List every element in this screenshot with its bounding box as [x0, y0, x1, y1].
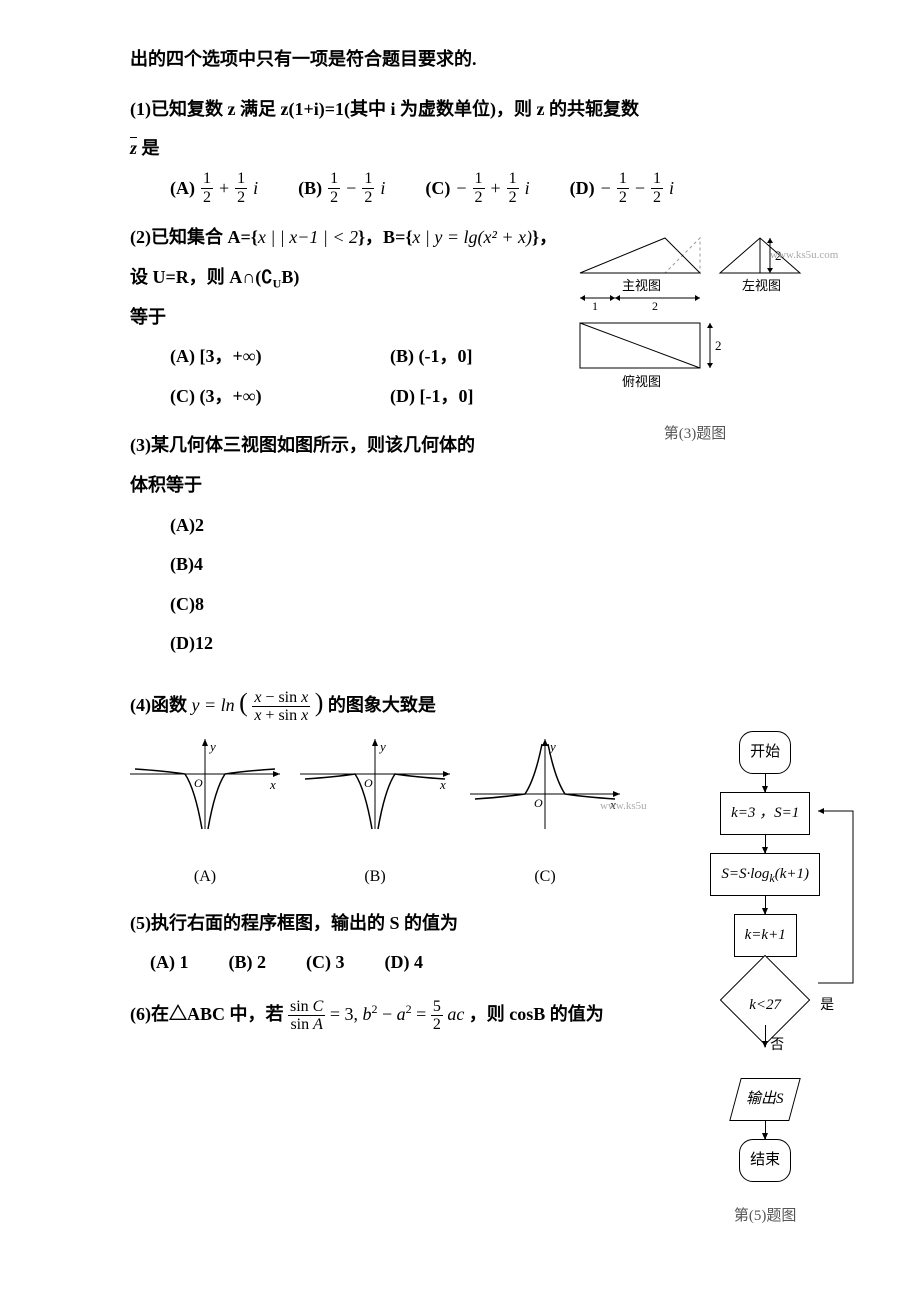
svg-text:1: 1: [592, 299, 598, 313]
fc-assign: S=S·logk(k+1): [710, 853, 820, 896]
fc-start: 开始: [739, 731, 791, 774]
svg-text:2: 2: [715, 338, 722, 353]
watermark: www.ks5u.com: [770, 243, 838, 267]
svg-text:O: O: [364, 776, 373, 790]
svg-text:y: y: [378, 739, 386, 754]
fc-output: 输出S: [730, 1078, 801, 1121]
q4-stem: (4)函数 y = ln ( x − sin xx + sin x ) 的图象大…: [130, 674, 820, 731]
q1-stem: (1)已知复数 z 满足 z(1+i)=1(其中 i 为虚数单位)，则 z 的共…: [130, 90, 820, 130]
q3-opt-c: (C)8: [170, 585, 820, 625]
svg-text:左视图: 左视图: [742, 278, 781, 293]
q2-opt-d: (D) [-1，0]: [390, 377, 473, 417]
q4-graph-c: y x O www.ks5u (C): [470, 739, 620, 894]
q3-tail: 体积等于: [130, 466, 820, 506]
q5-opt-a: (A) 1: [150, 943, 189, 983]
q5-opt-b: (B) 2: [229, 943, 267, 983]
q5-stem: (5)执行右面的程序框图，输出的 S 的值为: [130, 904, 680, 944]
q1-opt-a: (A) 12 + 12 i: [170, 169, 258, 209]
q2-opt-a: (A) [3，+∞): [170, 337, 350, 377]
q5-fig-caption: 第(5)题图: [710, 1200, 820, 1233]
intro-text: 出的四个选项中只有一项是符合题目要求的.: [130, 40, 820, 80]
fc-inc: k=k+1: [734, 914, 797, 957]
q2-opt-c: (C) (3，+∞): [170, 377, 350, 417]
fc-loop-arrow: [818, 811, 858, 1011]
q3-opt-a: (A)2: [170, 506, 820, 546]
svg-text:主视图: 主视图: [622, 278, 661, 293]
q1-suffix: 是: [137, 138, 160, 158]
q2-opt-b: (B) (-1，0]: [390, 337, 472, 377]
q1-opt-b: (B) 12 − 12 i: [298, 169, 385, 209]
q2-stem: (2)已知集合 A={x | | x−1 | < 2}，B={x | y = l…: [130, 218, 570, 297]
q5-flowchart: 开始 k=3 ，S=1 S=S·logk(k+1) k=k+1 k<27 是 否…: [710, 731, 820, 1233]
fc-cond: k<27 是: [720, 975, 810, 1025]
q1-opt-d: (D) − 12 − 12 i: [570, 169, 674, 209]
q3-stem: (3)某几何体三视图如图所示，则该几何体的: [130, 426, 570, 466]
q4-graph-a: y x O (A): [130, 739, 280, 894]
q3-figure: 2 主视图 左视图 1 2 2 俯: [570, 218, 820, 451]
q6-stem: (6)在△ABC 中，若 sin Csin A = 3, b2 − a2 = 5…: [130, 995, 680, 1035]
svg-text:俯视图: 俯视图: [622, 374, 661, 389]
q3-opt-b: (B)4: [170, 545, 820, 585]
watermark-q4: www.ks5u: [600, 794, 647, 818]
q3-opt-d: (D)12: [170, 624, 820, 664]
svg-text:2: 2: [652, 299, 658, 313]
svg-text:O: O: [194, 776, 203, 790]
q3-fig-caption: 第(3)题图: [570, 418, 820, 451]
svg-text:x: x: [269, 777, 276, 792]
q1-opt-c: (C) − 12 + 12 i: [425, 169, 529, 209]
fc-init: k=3 ，S=1: [720, 792, 810, 835]
q5-opt-d: (D) 4: [385, 943, 424, 983]
q2-tail: 等于: [130, 298, 570, 338]
fc-end: 结束: [739, 1139, 791, 1182]
q5-opt-c: (C) 3: [306, 943, 345, 983]
q4-graph-b: y x O (B): [300, 739, 450, 894]
fc-no: 否: [770, 1031, 784, 1062]
svg-text:y: y: [208, 739, 216, 754]
svg-text:O: O: [534, 796, 543, 810]
q1-zbar: z: [130, 138, 137, 158]
